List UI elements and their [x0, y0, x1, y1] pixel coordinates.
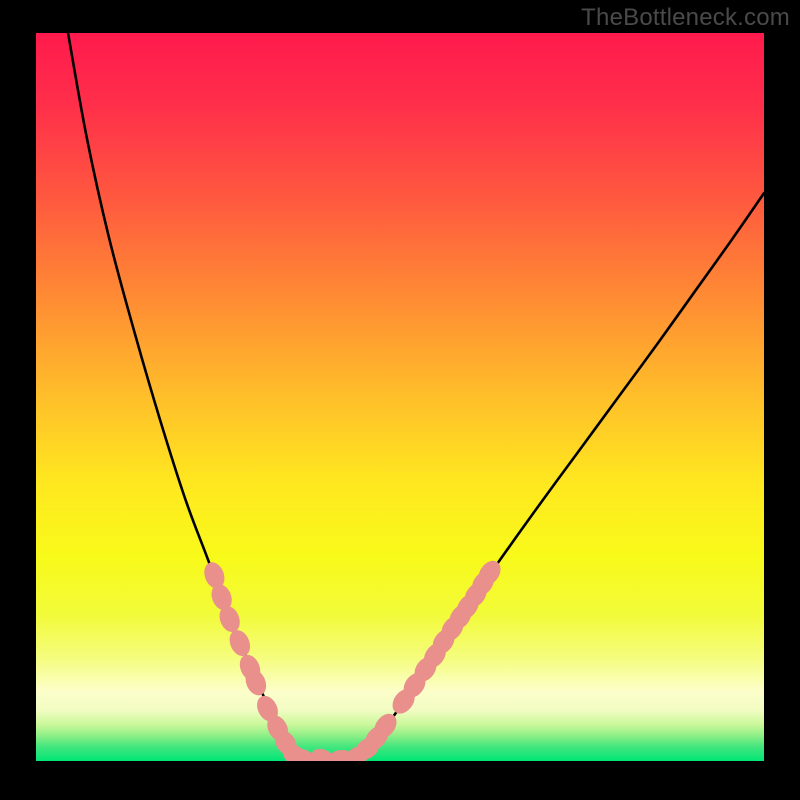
curve-left: [68, 33, 305, 759]
curve-right: [349, 193, 764, 759]
marker: [226, 628, 253, 659]
attribution-text: TheBottleneck.com: [581, 4, 790, 32]
plot-area: [36, 33, 764, 761]
chart-svg: [36, 33, 764, 761]
markers: [201, 557, 504, 761]
